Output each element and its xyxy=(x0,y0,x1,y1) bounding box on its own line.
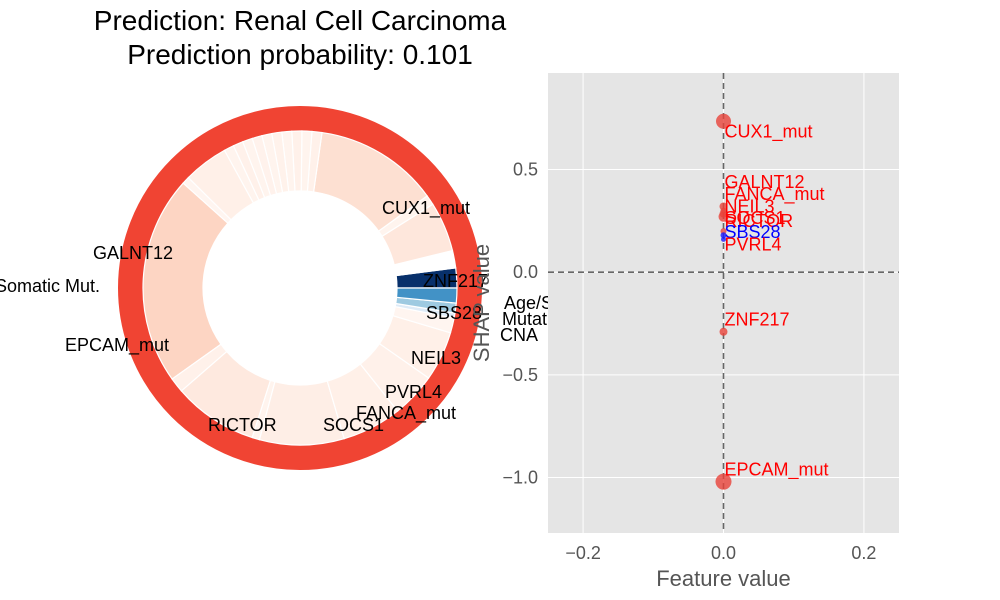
point-cux1-mut xyxy=(716,113,731,129)
point-label-fanca-mut: FANCA_mut xyxy=(725,184,825,205)
donut-label-somatic-mut: Somatic Mut. xyxy=(0,276,100,296)
x-tick-label: −0.2 xyxy=(565,543,601,563)
chart-title-line-2: Prediction probability: 0.101 xyxy=(127,39,473,70)
point-znf217 xyxy=(719,327,728,336)
y-tick-label: 0.0 xyxy=(513,262,538,282)
point-label-socs1: SOCS1 xyxy=(725,208,786,228)
y-tick-label: 0.5 xyxy=(513,160,538,180)
donut-label-znf217: ZNF217 xyxy=(423,271,488,291)
point-label-znf217: ZNF217 xyxy=(725,309,790,329)
donut-label-pvrl4: PVRL4 xyxy=(385,382,442,402)
donut-chart: CUX1_mut GALNT12 Somatic Mut. EPCAM_mut ZNF2… xyxy=(0,106,580,470)
donut-label-cna: CNA xyxy=(500,325,538,345)
y-axis-label: SHAP value xyxy=(469,244,494,362)
donut-label-neil3: NEIL3 xyxy=(411,348,461,368)
point-label-pvrl4: PVRL4 xyxy=(725,234,782,254)
shap-scatter-chart: −0.2 0.0 0.2 −1.0 −0.5 0.0 0.5 Feature value SHA… xyxy=(469,73,899,591)
point-socs1 xyxy=(720,228,727,235)
point-epcam-mut xyxy=(715,473,732,490)
donut-label-socs1: SOCS1 xyxy=(323,415,384,435)
inner-ring-segment-age-sex xyxy=(395,287,458,304)
point-sbs28 xyxy=(720,232,727,239)
donut-label-sbs28: SBS28 xyxy=(426,303,482,323)
point-label-sbs28: SBS28 xyxy=(725,222,781,242)
donut-label-epcam-mut: EPCAM_mut xyxy=(65,335,169,356)
y-tick-label: −0.5 xyxy=(502,365,538,385)
chart-title: Prediction: Renal Cell Carcinoma Predict… xyxy=(40,4,560,72)
point-label-epcam-mut: EPCAM_mut xyxy=(725,459,829,480)
chart-title-line-1: Prediction: Renal Cell Carcinoma xyxy=(93,5,507,36)
point-rictor xyxy=(718,211,729,222)
point-label-rictor: RICTOR xyxy=(725,211,794,231)
inner-ring-segment-epcam-mut xyxy=(142,182,229,380)
x-tick-label: 0.2 xyxy=(851,543,876,563)
donut-label-galnt12: GALNT12 xyxy=(93,243,173,263)
point-label-cux1-mut: CUX1_mut xyxy=(725,122,813,143)
donut-label-fanca-mut: FANCA_mut xyxy=(356,403,456,424)
point-pvrl4 xyxy=(721,236,726,242)
x-tick-label: 0.0 xyxy=(711,543,736,563)
point-label-neil3: NEIL3 xyxy=(725,196,775,216)
x-axis-label: Feature value xyxy=(656,566,791,591)
point-label-galnt12: GALNT12 xyxy=(725,172,805,192)
outer-ring xyxy=(118,106,482,470)
donut-label-rictor: RICTOR xyxy=(208,415,277,435)
donut-label-cux1-mut: CUX1_mut xyxy=(382,198,470,219)
y-tick-label: −1.0 xyxy=(502,468,538,488)
